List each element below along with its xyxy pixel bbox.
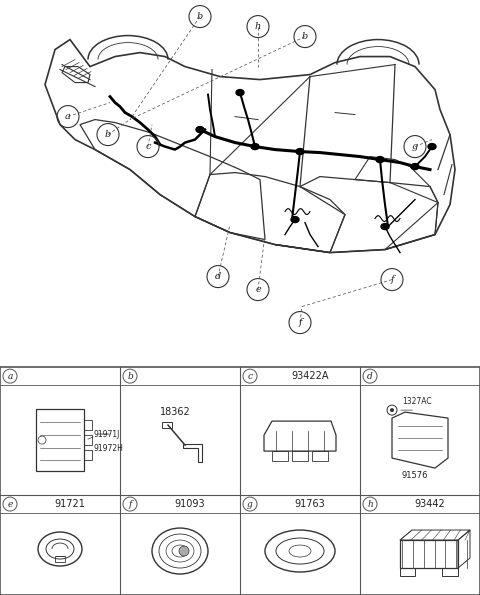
Ellipse shape xyxy=(296,149,304,155)
Bar xyxy=(272,451,288,461)
Text: h: h xyxy=(367,500,373,509)
Bar xyxy=(84,450,92,460)
Text: 91093: 91093 xyxy=(175,499,205,509)
Ellipse shape xyxy=(251,143,259,149)
Text: 1327AC: 1327AC xyxy=(402,397,432,406)
Text: a: a xyxy=(65,112,71,121)
Text: d: d xyxy=(215,272,221,281)
Ellipse shape xyxy=(196,127,204,133)
Ellipse shape xyxy=(411,164,419,170)
Bar xyxy=(0,367,480,595)
Text: b: b xyxy=(302,32,308,41)
Circle shape xyxy=(390,408,394,412)
Ellipse shape xyxy=(376,156,384,162)
Text: g: g xyxy=(247,500,253,509)
Text: e: e xyxy=(7,500,12,509)
Ellipse shape xyxy=(236,90,244,96)
Bar xyxy=(292,451,308,461)
Text: f: f xyxy=(390,275,394,284)
Bar xyxy=(312,451,328,461)
Circle shape xyxy=(179,546,189,556)
Bar xyxy=(36,409,84,471)
Text: c: c xyxy=(248,372,252,381)
Text: f: f xyxy=(128,500,132,509)
Text: 91972H: 91972H xyxy=(94,444,124,453)
Text: 93442: 93442 xyxy=(415,499,445,509)
Text: b: b xyxy=(105,130,111,139)
Text: c: c xyxy=(145,142,151,151)
Bar xyxy=(400,568,415,576)
Text: b: b xyxy=(197,12,203,21)
Text: 93422A: 93422A xyxy=(291,371,329,381)
Text: e: e xyxy=(255,285,261,294)
Text: f: f xyxy=(298,318,302,327)
Bar xyxy=(162,422,172,428)
Text: b: b xyxy=(127,372,133,381)
Text: g: g xyxy=(412,142,418,151)
Text: 18362: 18362 xyxy=(160,407,191,417)
Bar xyxy=(84,420,92,430)
Ellipse shape xyxy=(381,224,389,230)
Text: 91971J: 91971J xyxy=(94,430,120,439)
Text: a: a xyxy=(7,372,12,381)
Ellipse shape xyxy=(428,143,436,149)
Text: d: d xyxy=(367,372,373,381)
Text: 91576: 91576 xyxy=(402,471,428,480)
Bar xyxy=(55,556,65,562)
Bar xyxy=(442,568,458,576)
Ellipse shape xyxy=(291,217,299,223)
Bar xyxy=(84,435,92,445)
Text: 91721: 91721 xyxy=(55,499,85,509)
Text: h: h xyxy=(255,22,261,31)
Text: 91763: 91763 xyxy=(295,499,325,509)
